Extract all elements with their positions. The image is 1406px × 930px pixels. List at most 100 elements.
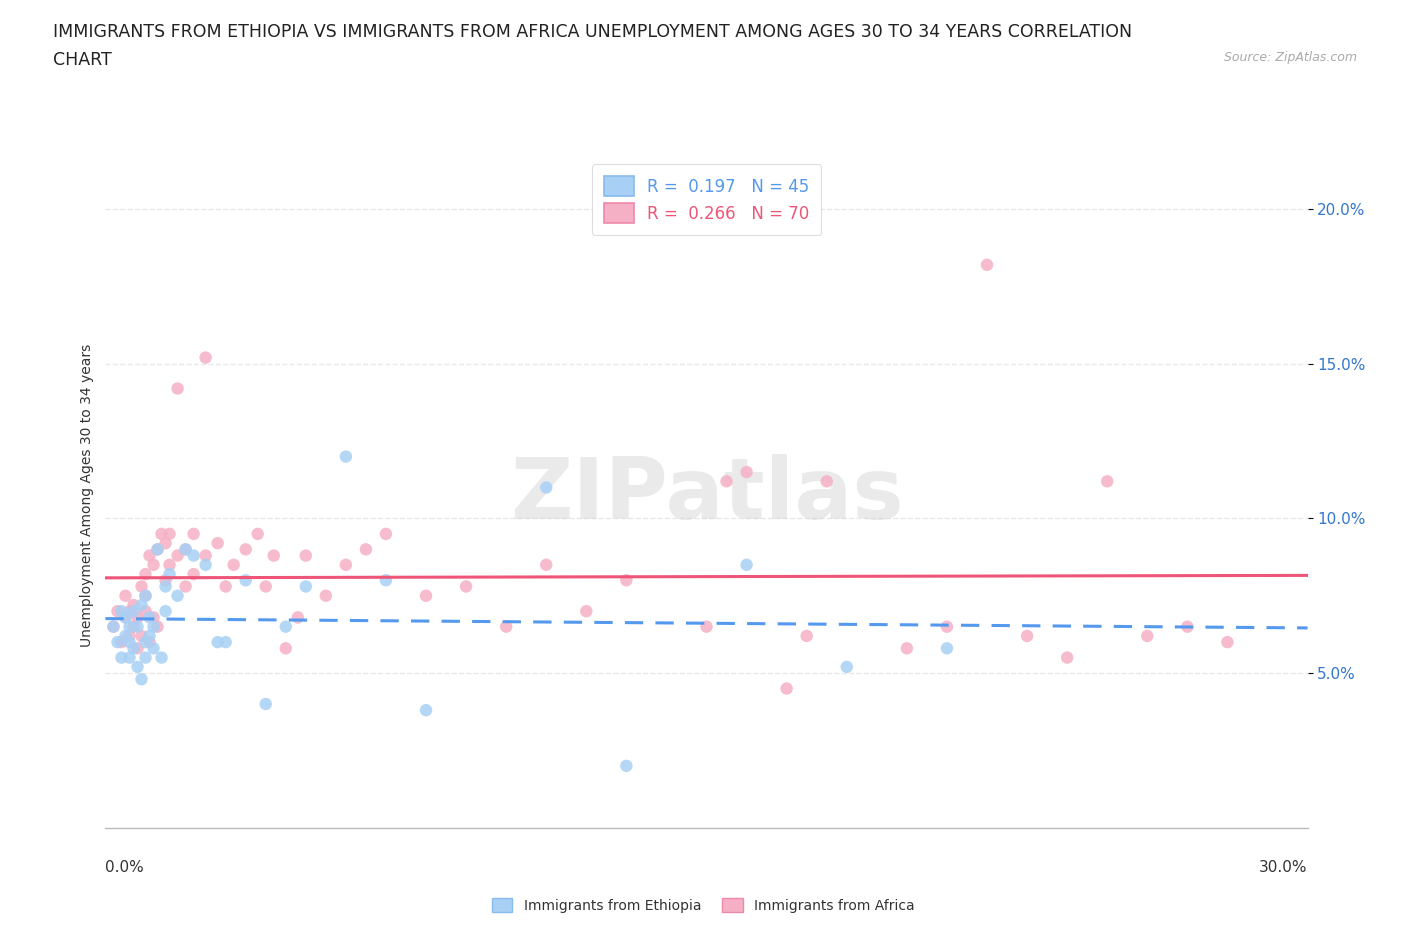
Point bbox=[815, 474, 838, 489]
Point bbox=[138, 634, 160, 649]
Point bbox=[174, 542, 197, 557]
Point bbox=[142, 619, 165, 634]
Point bbox=[138, 610, 160, 625]
Point bbox=[110, 604, 132, 618]
Point bbox=[207, 536, 229, 551]
Point bbox=[776, 681, 799, 696]
Point bbox=[155, 579, 177, 594]
Point bbox=[114, 610, 136, 625]
Point bbox=[103, 619, 125, 634]
Point bbox=[118, 634, 141, 649]
Point bbox=[1056, 650, 1078, 665]
Point bbox=[135, 589, 157, 604]
Point bbox=[335, 557, 357, 572]
Point bbox=[976, 258, 998, 272]
Point bbox=[194, 548, 217, 563]
Point bbox=[138, 548, 160, 563]
Point bbox=[174, 579, 197, 594]
Point bbox=[1097, 474, 1119, 489]
Point bbox=[796, 629, 818, 644]
Point bbox=[107, 604, 129, 618]
Point bbox=[936, 619, 959, 634]
Text: CHART: CHART bbox=[53, 51, 112, 69]
Point bbox=[110, 650, 132, 665]
Point bbox=[246, 526, 269, 541]
Point bbox=[495, 619, 517, 634]
Point bbox=[207, 634, 229, 649]
Y-axis label: Unemployment Among Ages 30 to 34 years: Unemployment Among Ages 30 to 34 years bbox=[80, 343, 94, 647]
Point bbox=[166, 589, 188, 604]
Point bbox=[146, 619, 169, 634]
Point bbox=[374, 526, 398, 541]
Point bbox=[103, 619, 125, 634]
Point bbox=[122, 619, 145, 634]
Point bbox=[127, 619, 149, 634]
Point bbox=[616, 573, 638, 588]
Point bbox=[1136, 629, 1159, 644]
Legend: Immigrants from Ethiopia, Immigrants from Africa: Immigrants from Ethiopia, Immigrants fro… bbox=[486, 893, 920, 919]
Text: Source: ZipAtlas.com: Source: ZipAtlas.com bbox=[1223, 51, 1357, 64]
Point bbox=[142, 610, 165, 625]
Point bbox=[131, 629, 153, 644]
Point bbox=[235, 542, 257, 557]
Point bbox=[295, 548, 318, 563]
Point bbox=[194, 351, 217, 365]
Point bbox=[263, 548, 285, 563]
Legend: R =  0.197   N = 45, R =  0.266   N = 70: R = 0.197 N = 45, R = 0.266 N = 70 bbox=[592, 165, 821, 235]
Point bbox=[335, 449, 357, 464]
Point bbox=[454, 579, 477, 594]
Point bbox=[131, 598, 153, 613]
Point bbox=[1017, 629, 1039, 644]
Point bbox=[716, 474, 738, 489]
Point bbox=[735, 465, 758, 480]
Point bbox=[131, 579, 153, 594]
Point bbox=[166, 381, 188, 396]
Point bbox=[735, 557, 758, 572]
Point bbox=[118, 619, 141, 634]
Point bbox=[534, 480, 557, 495]
Point bbox=[159, 566, 181, 581]
Point bbox=[1216, 634, 1239, 649]
Point bbox=[146, 542, 169, 557]
Point bbox=[415, 703, 437, 718]
Text: IMMIGRANTS FROM ETHIOPIA VS IMMIGRANTS FROM AFRICA UNEMPLOYMENT AMONG AGES 30 TO: IMMIGRANTS FROM ETHIOPIA VS IMMIGRANTS F… bbox=[53, 23, 1133, 41]
Point bbox=[254, 697, 277, 711]
Point bbox=[274, 641, 297, 656]
Point bbox=[155, 604, 177, 618]
Point bbox=[222, 557, 245, 572]
Point bbox=[150, 526, 173, 541]
Point bbox=[135, 634, 157, 649]
Point bbox=[415, 589, 437, 604]
Point bbox=[214, 579, 236, 594]
Point bbox=[354, 542, 377, 557]
Point bbox=[155, 573, 177, 588]
Point bbox=[274, 619, 297, 634]
Point bbox=[936, 641, 959, 656]
Point bbox=[135, 589, 157, 604]
Point bbox=[118, 650, 141, 665]
Point bbox=[696, 619, 718, 634]
Point bbox=[183, 526, 205, 541]
Point bbox=[107, 634, 129, 649]
Point bbox=[235, 573, 257, 588]
Point bbox=[616, 758, 638, 773]
Point bbox=[896, 641, 918, 656]
Point bbox=[135, 566, 157, 581]
Point bbox=[374, 573, 398, 588]
Point bbox=[135, 604, 157, 618]
Point bbox=[287, 610, 309, 625]
Point bbox=[315, 589, 337, 604]
Point bbox=[146, 542, 169, 557]
Point bbox=[174, 542, 197, 557]
Text: 30.0%: 30.0% bbox=[1260, 860, 1308, 875]
Point bbox=[183, 548, 205, 563]
Text: 0.0%: 0.0% bbox=[105, 860, 145, 875]
Point bbox=[575, 604, 598, 618]
Point bbox=[155, 536, 177, 551]
Point bbox=[254, 579, 277, 594]
Point bbox=[159, 526, 181, 541]
Point bbox=[135, 650, 157, 665]
Point bbox=[183, 566, 205, 581]
Point bbox=[127, 641, 149, 656]
Point bbox=[114, 589, 136, 604]
